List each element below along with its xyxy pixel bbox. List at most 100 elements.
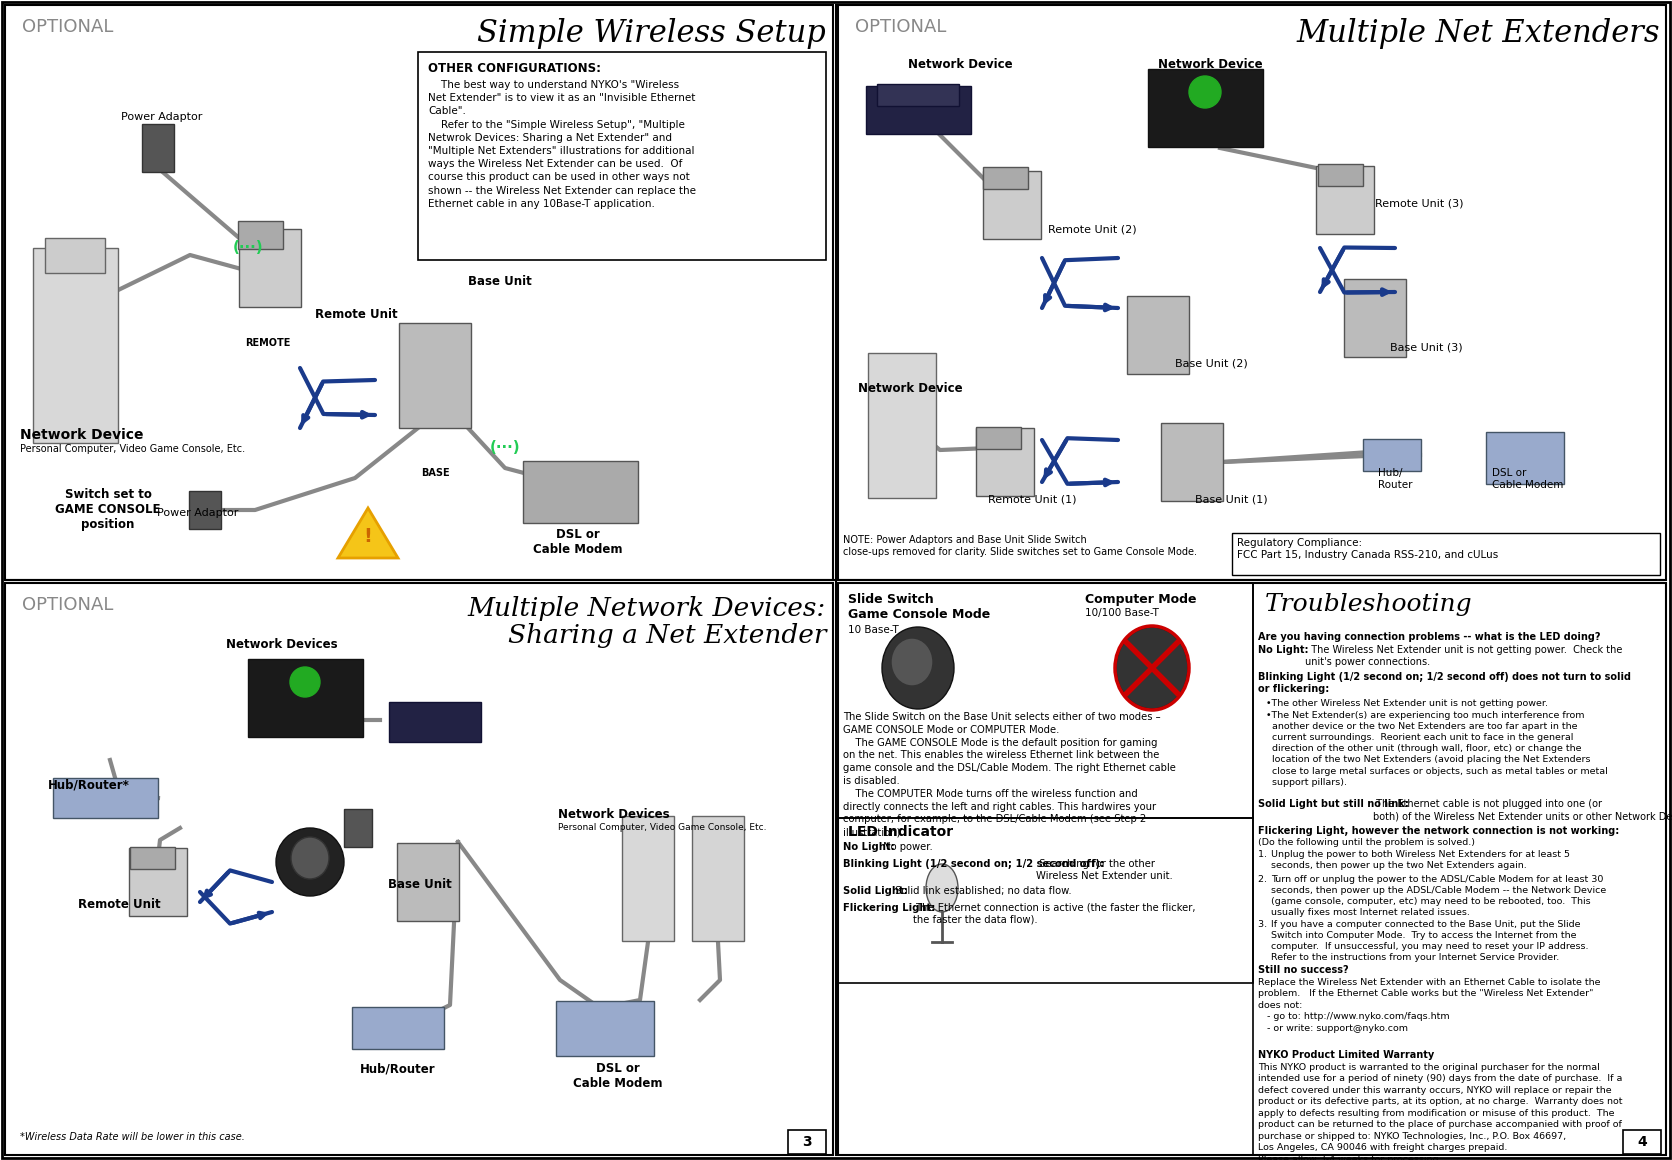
Text: OTHER CONFIGURATIONS:: OTHER CONFIGURATIONS: bbox=[428, 61, 600, 75]
Text: DSL or
Cable Modem: DSL or Cable Modem bbox=[573, 1063, 662, 1090]
Text: The Wireless Net Extender unit is not getting power.  Check the
unit's power con: The Wireless Net Extender unit is not ge… bbox=[1306, 645, 1622, 667]
Text: Personal Computer, Video Game Console, Etc.: Personal Computer, Video Game Console, E… bbox=[558, 822, 766, 832]
Text: Flickering Light:: Flickering Light: bbox=[843, 902, 935, 913]
Bar bbox=[1252, 583, 1665, 1155]
Text: BASE: BASE bbox=[421, 467, 450, 478]
Text: Regulatory Compliance:
FCC Part 15, Industry Canada RSS-210, and cULus: Regulatory Compliance: FCC Part 15, Indu… bbox=[1237, 538, 1498, 559]
Text: Remote Unit (1): Remote Unit (1) bbox=[988, 495, 1077, 505]
Text: NOTE: Power Adaptors and Base Unit Slide Switch
close-ups removed for clarity. S: NOTE: Power Adaptors and Base Unit Slide… bbox=[843, 535, 1197, 557]
Bar bbox=[129, 847, 174, 869]
Text: Network Devices: Network Devices bbox=[226, 638, 338, 651]
Bar bbox=[142, 124, 174, 172]
Text: Blinking Light (1/2 second on; 1/2 second off):: Blinking Light (1/2 second on; 1/2 secon… bbox=[843, 860, 1104, 869]
Bar bbox=[838, 818, 1252, 983]
Circle shape bbox=[289, 667, 319, 697]
Text: 10/100 Base-T: 10/100 Base-T bbox=[1085, 608, 1159, 618]
Bar bbox=[975, 427, 1020, 449]
Bar bbox=[1363, 438, 1421, 471]
Ellipse shape bbox=[291, 838, 329, 879]
Text: No power.: No power. bbox=[879, 842, 933, 851]
Text: Hub/Router: Hub/Router bbox=[359, 1063, 436, 1075]
Bar bbox=[983, 171, 1042, 239]
Text: The best way to understand NYKO's "Wireless
Net Extender" is to view it as an "I: The best way to understand NYKO's "Wirel… bbox=[428, 80, 696, 209]
Text: REMOTE: REMOTE bbox=[246, 338, 291, 348]
Text: Computer Mode: Computer Mode bbox=[1085, 593, 1197, 606]
Text: Multiple Net Extenders: Multiple Net Extenders bbox=[1296, 19, 1660, 49]
Bar bbox=[353, 1007, 445, 1049]
Text: Multiple Network Devices:
Sharing a Net Extender: Multiple Network Devices: Sharing a Net … bbox=[468, 596, 826, 648]
Text: The Slide Switch on the Base Unit selects either of two modes –
GAME CONSOLE Mod: The Slide Switch on the Base Unit select… bbox=[843, 712, 1175, 838]
Text: Network Device: Network Device bbox=[20, 428, 144, 442]
Text: OPTIONAL: OPTIONAL bbox=[854, 19, 946, 36]
Text: (···): (···) bbox=[232, 240, 263, 255]
Text: Switch set to
GAME CONSOLE
position: Switch set to GAME CONSOLE position bbox=[55, 488, 161, 531]
Text: Hub/
Router: Hub/ Router bbox=[1378, 467, 1413, 490]
Bar bbox=[1232, 532, 1660, 575]
Bar bbox=[396, 843, 460, 921]
Bar bbox=[692, 815, 744, 941]
Bar bbox=[52, 778, 157, 818]
Bar bbox=[1127, 296, 1189, 374]
Text: Solid Light but still no link:: Solid Light but still no link: bbox=[1257, 799, 1409, 809]
Text: Searching for the other
Wireless Net Extender unit.: Searching for the other Wireless Net Ext… bbox=[1035, 860, 1172, 880]
Text: Base Unit (1): Base Unit (1) bbox=[1195, 495, 1267, 505]
Bar bbox=[838, 583, 1665, 1155]
Text: The Ethernet connection is active (the faster the flicker,
the faster the data f: The Ethernet connection is active (the f… bbox=[913, 902, 1195, 925]
Ellipse shape bbox=[276, 828, 344, 896]
Text: 10 Base-T: 10 Base-T bbox=[848, 625, 900, 635]
Bar bbox=[1486, 432, 1563, 484]
Text: Remote Unit (3): Remote Unit (3) bbox=[1374, 198, 1463, 208]
Text: Base Unit (2): Base Unit (2) bbox=[1175, 358, 1247, 368]
Text: Remote Unit: Remote Unit bbox=[79, 898, 161, 911]
Ellipse shape bbox=[1115, 628, 1189, 709]
Text: •The other Wireless Net Extender unit is not getting power.: •The other Wireless Net Extender unit is… bbox=[1266, 699, 1548, 708]
Bar bbox=[557, 1000, 654, 1056]
Text: If you have a computer connected to the Base Unit, put the Slide
Switch into Com: If you have a computer connected to the … bbox=[1271, 920, 1588, 963]
Bar bbox=[344, 809, 371, 847]
Text: OPTIONAL: OPTIONAL bbox=[22, 19, 114, 36]
Ellipse shape bbox=[926, 864, 958, 912]
Bar bbox=[878, 84, 960, 106]
Text: Remote Unit (2): Remote Unit (2) bbox=[1048, 225, 1137, 235]
Text: Simple Wireless Setup: Simple Wireless Setup bbox=[477, 19, 826, 49]
Ellipse shape bbox=[891, 638, 933, 686]
Text: Unplug the power to both Wireless Net Extenders for at least 5
seconds, then pow: Unplug the power to both Wireless Net Ex… bbox=[1271, 850, 1570, 870]
Bar bbox=[1624, 1130, 1660, 1154]
Text: Hub/Router*: Hub/Router* bbox=[48, 778, 130, 791]
Text: The Ethernet cable is not plugged into one (or
both) of the Wireless Net Extende: The Ethernet cable is not plugged into o… bbox=[1373, 799, 1672, 821]
Text: Slide Switch
Game Console Mode: Slide Switch Game Console Mode bbox=[848, 593, 990, 621]
Bar bbox=[866, 86, 970, 135]
Text: DSL or
Cable Modem: DSL or Cable Modem bbox=[1491, 467, 1563, 490]
Bar bbox=[1318, 164, 1363, 186]
Circle shape bbox=[1189, 77, 1221, 108]
Text: 3.: 3. bbox=[1257, 920, 1271, 929]
Text: !: ! bbox=[363, 527, 373, 545]
Bar bbox=[622, 815, 674, 941]
Text: LED Indicator: LED Indicator bbox=[848, 825, 953, 839]
Text: 4: 4 bbox=[1637, 1134, 1647, 1150]
Bar bbox=[976, 428, 1033, 496]
Bar bbox=[983, 167, 1028, 189]
Text: NYKO Product Limited Warranty: NYKO Product Limited Warranty bbox=[1257, 1050, 1435, 1060]
Text: Flickering Light, however the network connection is not working:: Flickering Light, however the network co… bbox=[1257, 826, 1618, 836]
Text: (···): (···) bbox=[490, 441, 520, 456]
Bar bbox=[1344, 280, 1406, 357]
Text: Solid link established; no data flow.: Solid link established; no data flow. bbox=[893, 886, 1072, 896]
Bar bbox=[1316, 166, 1374, 234]
Text: Network Devices: Network Devices bbox=[558, 809, 669, 821]
Text: Network Device: Network Device bbox=[1159, 58, 1262, 71]
Text: Base Unit: Base Unit bbox=[468, 275, 532, 288]
Text: Remote Unit: Remote Unit bbox=[314, 309, 398, 321]
Text: Troubleshooting: Troubleshooting bbox=[1266, 593, 1473, 616]
Text: Base Unit: Base Unit bbox=[388, 878, 451, 891]
Text: Power Adaptor: Power Adaptor bbox=[157, 508, 239, 519]
Bar bbox=[1160, 423, 1222, 501]
Text: Network Device: Network Device bbox=[908, 58, 1013, 71]
Text: 3: 3 bbox=[803, 1134, 813, 1150]
Text: Are you having connection problems -- what is the LED doing?: Are you having connection problems -- wh… bbox=[1257, 632, 1600, 641]
Text: (Do the following until the problem is solved.): (Do the following until the problem is s… bbox=[1257, 838, 1475, 847]
Bar bbox=[418, 52, 826, 260]
Text: *Wireless Data Rate will be lower in this case.: *Wireless Data Rate will be lower in thi… bbox=[20, 1132, 244, 1141]
Text: DSL or
Cable Modem: DSL or Cable Modem bbox=[533, 528, 622, 556]
Bar bbox=[247, 659, 363, 737]
